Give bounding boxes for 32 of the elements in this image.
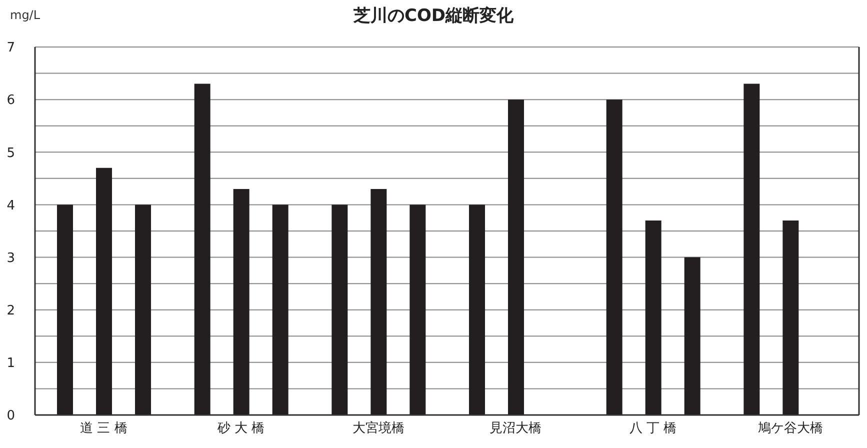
bar <box>508 100 524 415</box>
y-tick-label: 0 <box>6 408 15 424</box>
bar <box>744 84 760 415</box>
bar <box>645 220 662 415</box>
x-tick-label: 大宮境橋 <box>352 420 404 436</box>
y-tick-label: 4 <box>6 198 15 214</box>
bar <box>272 204 288 415</box>
y-tick-label: 3 <box>6 250 15 266</box>
x-tick-label: 砂 大 橋 <box>216 421 265 436</box>
bar <box>606 100 622 415</box>
y-tick-label: 5 <box>6 146 15 161</box>
y-tick-label: 1 <box>6 356 15 372</box>
bar <box>782 220 799 415</box>
x-tick-label: 道 三 橋 <box>80 421 128 436</box>
chart-title: 芝川のCOD縦断変化 <box>353 6 514 26</box>
bar <box>370 188 387 415</box>
x-tick-label: 鳩ケ谷大橋 <box>758 421 823 436</box>
bar <box>135 204 151 415</box>
bar <box>233 188 250 415</box>
bar <box>96 168 112 415</box>
y-tick-label: 2 <box>6 303 15 318</box>
bar <box>410 204 426 415</box>
y-tick-label: 6 <box>6 93 15 108</box>
y-tick-label: 7 <box>6 40 15 56</box>
bar <box>194 84 210 415</box>
bar <box>684 257 700 415</box>
bar <box>469 204 485 415</box>
bar <box>57 204 73 415</box>
x-tick-label: 八 丁 橋 <box>629 421 677 436</box>
bar <box>332 204 348 415</box>
y-axis-title: mg/L <box>10 8 40 22</box>
x-tick-label: 見沼大橋 <box>490 421 542 436</box>
